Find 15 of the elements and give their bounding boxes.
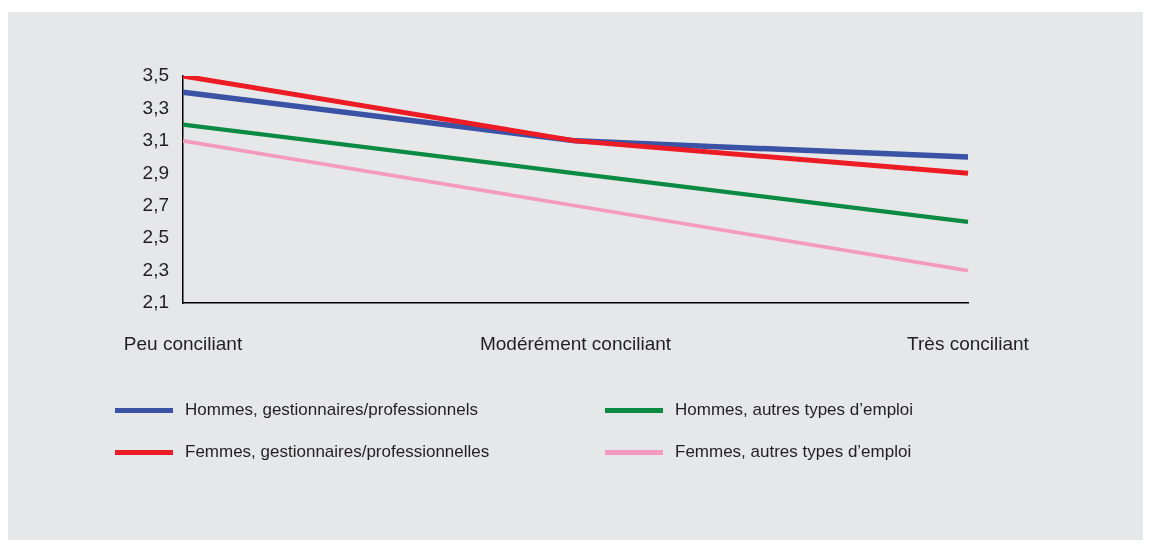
y-tick-label: 3,1 bbox=[142, 129, 169, 151]
x-tick-label: Peu conciliant bbox=[123, 332, 243, 354]
legend-label: Femmes, gestionnaires/professionnelles bbox=[185, 442, 490, 462]
y-tick-label: 2,9 bbox=[142, 161, 169, 183]
legend-label: Hommes, gestionnaires/professionnels bbox=[185, 400, 478, 420]
y-tick-label: 2,3 bbox=[142, 258, 169, 280]
x-tick-label: Modérément conciliant bbox=[479, 332, 672, 354]
x-tick-label: Très conciliant bbox=[907, 332, 1030, 354]
legend-label: Femmes, autres types d’emploi bbox=[675, 442, 912, 462]
legend-label: Hommes, autres types d’emploi bbox=[675, 400, 914, 420]
y-tick-label: 2,7 bbox=[142, 193, 169, 215]
y-tick-label: 2,1 bbox=[142, 291, 169, 313]
y-tick-label: 2,5 bbox=[142, 226, 169, 248]
y-tick-label: 3,5 bbox=[142, 64, 169, 86]
y-tick-label: 3,3 bbox=[142, 96, 169, 118]
